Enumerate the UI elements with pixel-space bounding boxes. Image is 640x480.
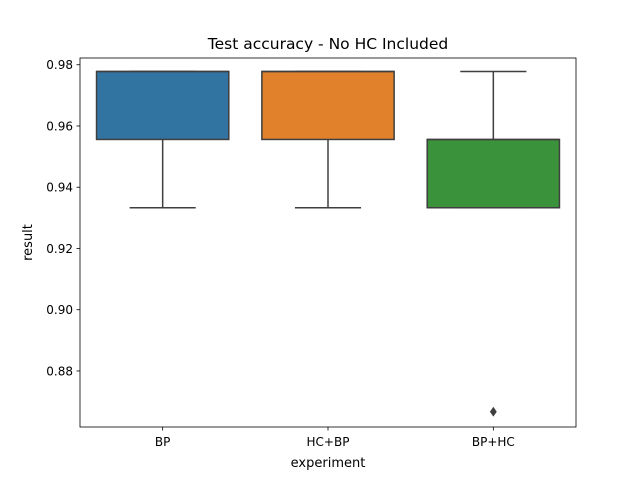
box-hc-bp [261, 70, 395, 209]
y-axis-label: result [21, 224, 36, 261]
chart-title: Test accuracy - No HC Included [207, 35, 449, 53]
iqr-box [426, 138, 561, 209]
x-tick-label: HC+BP [307, 435, 350, 449]
plot-area [95, 70, 561, 417]
x-tick-label: BP [155, 435, 170, 449]
x-tick-label: BP+HC [472, 435, 515, 449]
box-bp-hc [426, 70, 561, 417]
iqr-box [95, 70, 230, 141]
y-tick-label: 0.96 [46, 119, 73, 133]
x-axis-label: experiment [291, 456, 366, 471]
y-tick-label: 0.94 [46, 181, 73, 195]
y-axis: 0.88 0.90 0.92 0.94 0.96 0.98 [46, 58, 80, 378]
y-tick-label: 0.92 [46, 242, 73, 256]
y-tick-label: 0.98 [46, 58, 73, 72]
y-tick-label: 0.90 [46, 303, 73, 317]
box-bp [95, 70, 230, 209]
plot-frame [79, 57, 577, 428]
y-tick-label: 0.88 [46, 364, 73, 378]
x-axis: BP HC+BP BP+HC [155, 427, 515, 449]
outlier-point [489, 406, 497, 417]
iqr-box [261, 70, 395, 141]
